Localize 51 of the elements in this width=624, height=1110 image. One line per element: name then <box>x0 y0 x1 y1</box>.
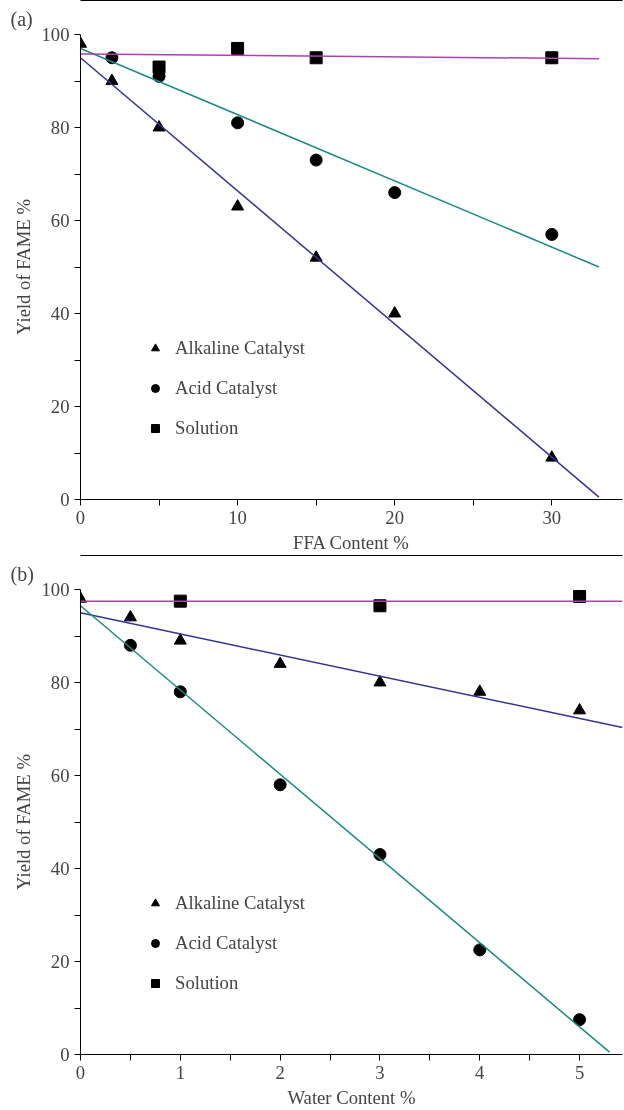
point <box>152 60 166 74</box>
point <box>473 684 487 696</box>
point <box>123 609 137 622</box>
point <box>545 227 559 241</box>
x-axis-title: Water Content % <box>287 1086 416 1108</box>
legend-label: Alkaline Catalyst <box>175 892 306 914</box>
point <box>273 778 287 792</box>
x-tick-label: 30 <box>542 506 562 528</box>
x-tick-label: 1 <box>175 1061 185 1083</box>
legend-label: Alkaline Catalyst <box>175 337 306 359</box>
y-tick-label: 40 <box>50 303 70 324</box>
point <box>573 702 587 715</box>
x-tick-label: 3 <box>375 1061 385 1083</box>
y-axis-title: Yield of FAME % <box>12 754 34 890</box>
x-axis-title: FFA Content % <box>293 531 409 553</box>
point <box>173 633 187 645</box>
y-tick-label: 60 <box>50 765 70 786</box>
point <box>373 675 387 687</box>
y-tick-label: 20 <box>50 396 70 417</box>
chart-title: (b) <box>10 562 34 586</box>
y-tick-label: 100 <box>41 24 70 45</box>
y-tick-label: 0 <box>60 1044 70 1065</box>
y-tick-label: 40 <box>50 858 70 879</box>
legend-label: Solution <box>175 972 239 994</box>
x-tick-label: 2 <box>275 1061 285 1083</box>
x-tick-label: 5 <box>574 1061 585 1083</box>
x-tick-label: 4 <box>475 1061 486 1083</box>
y-axis-title: Yield of FAME % <box>12 199 34 335</box>
point <box>573 1013 587 1027</box>
point <box>273 656 287 668</box>
point <box>473 943 487 957</box>
y-tick-label: 80 <box>50 672 70 693</box>
point <box>309 153 323 167</box>
x-tick-label: 20 <box>385 506 405 528</box>
x-tick-label: 0 <box>75 506 86 528</box>
y-tick-label: 20 <box>50 951 70 972</box>
y-tick-label: 60 <box>50 210 70 231</box>
point <box>388 306 402 318</box>
y-tick-label: 100 <box>41 579 70 600</box>
legend-label: Acid Catalyst <box>175 377 278 399</box>
legend-label: Acid Catalyst <box>175 932 278 954</box>
legend-label: Solution <box>175 417 239 439</box>
point <box>231 116 245 130</box>
point <box>388 186 402 200</box>
x-tick-label: 10 <box>228 506 247 528</box>
point <box>231 41 245 55</box>
point <box>231 199 245 211</box>
y-tick-label: 80 <box>50 117 70 138</box>
chart-title: (a) <box>10 7 33 31</box>
y-tick-label: 0 <box>60 489 70 510</box>
x-tick-label: 0 <box>75 1061 86 1083</box>
